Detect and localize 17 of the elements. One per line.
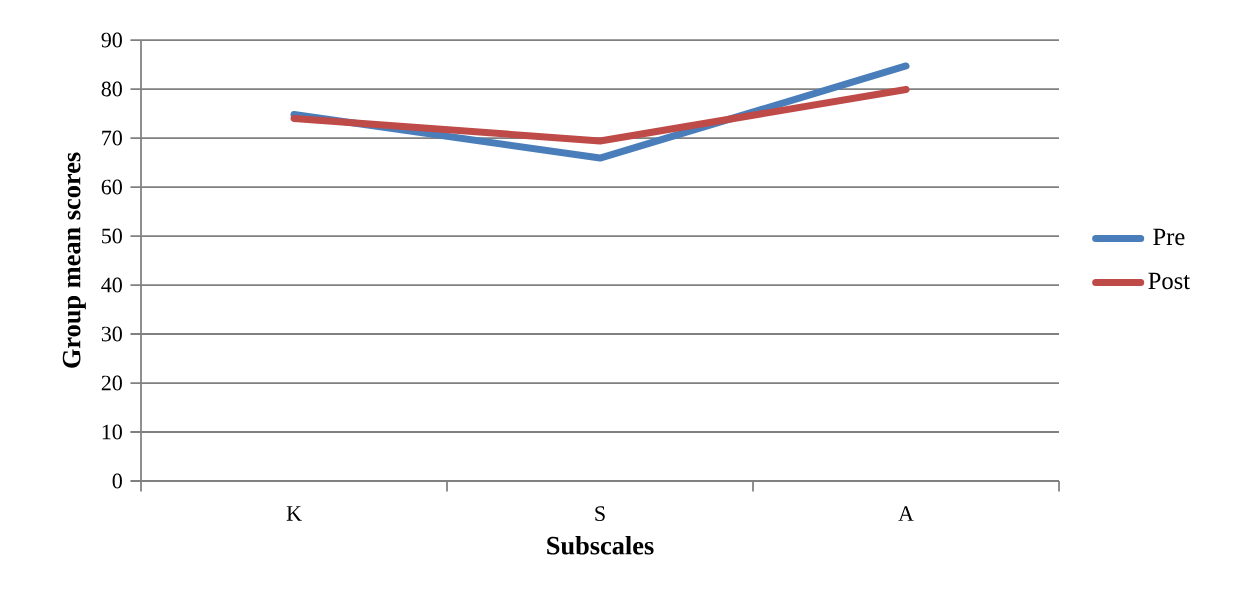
- x-tick-label: K: [286, 506, 302, 521]
- y-tick-label: 90: [101, 32, 122, 48]
- legend-label: Pre: [1153, 228, 1185, 246]
- x-axis-title: Subscales: [547, 536, 654, 555]
- y-tick-label: 50: [102, 228, 122, 244]
- legend-label: Post: [1148, 272, 1190, 290]
- y-tick-label: 20: [101, 375, 122, 391]
- y-tick-label: 30: [101, 326, 122, 342]
- y-tick-label: 60: [101, 179, 122, 195]
- y-tick-label: 40: [101, 277, 122, 293]
- y-tick-label: 70: [102, 130, 122, 146]
- x-tick-label: A: [898, 506, 914, 521]
- y-tick-label: 10: [102, 424, 122, 440]
- y-tick-label: 0: [112, 473, 122, 489]
- x-tick-label: S: [595, 506, 605, 522]
- y-axis-title: Group mean scores: [62, 152, 86, 368]
- y-tick-label: 80: [101, 81, 122, 97]
